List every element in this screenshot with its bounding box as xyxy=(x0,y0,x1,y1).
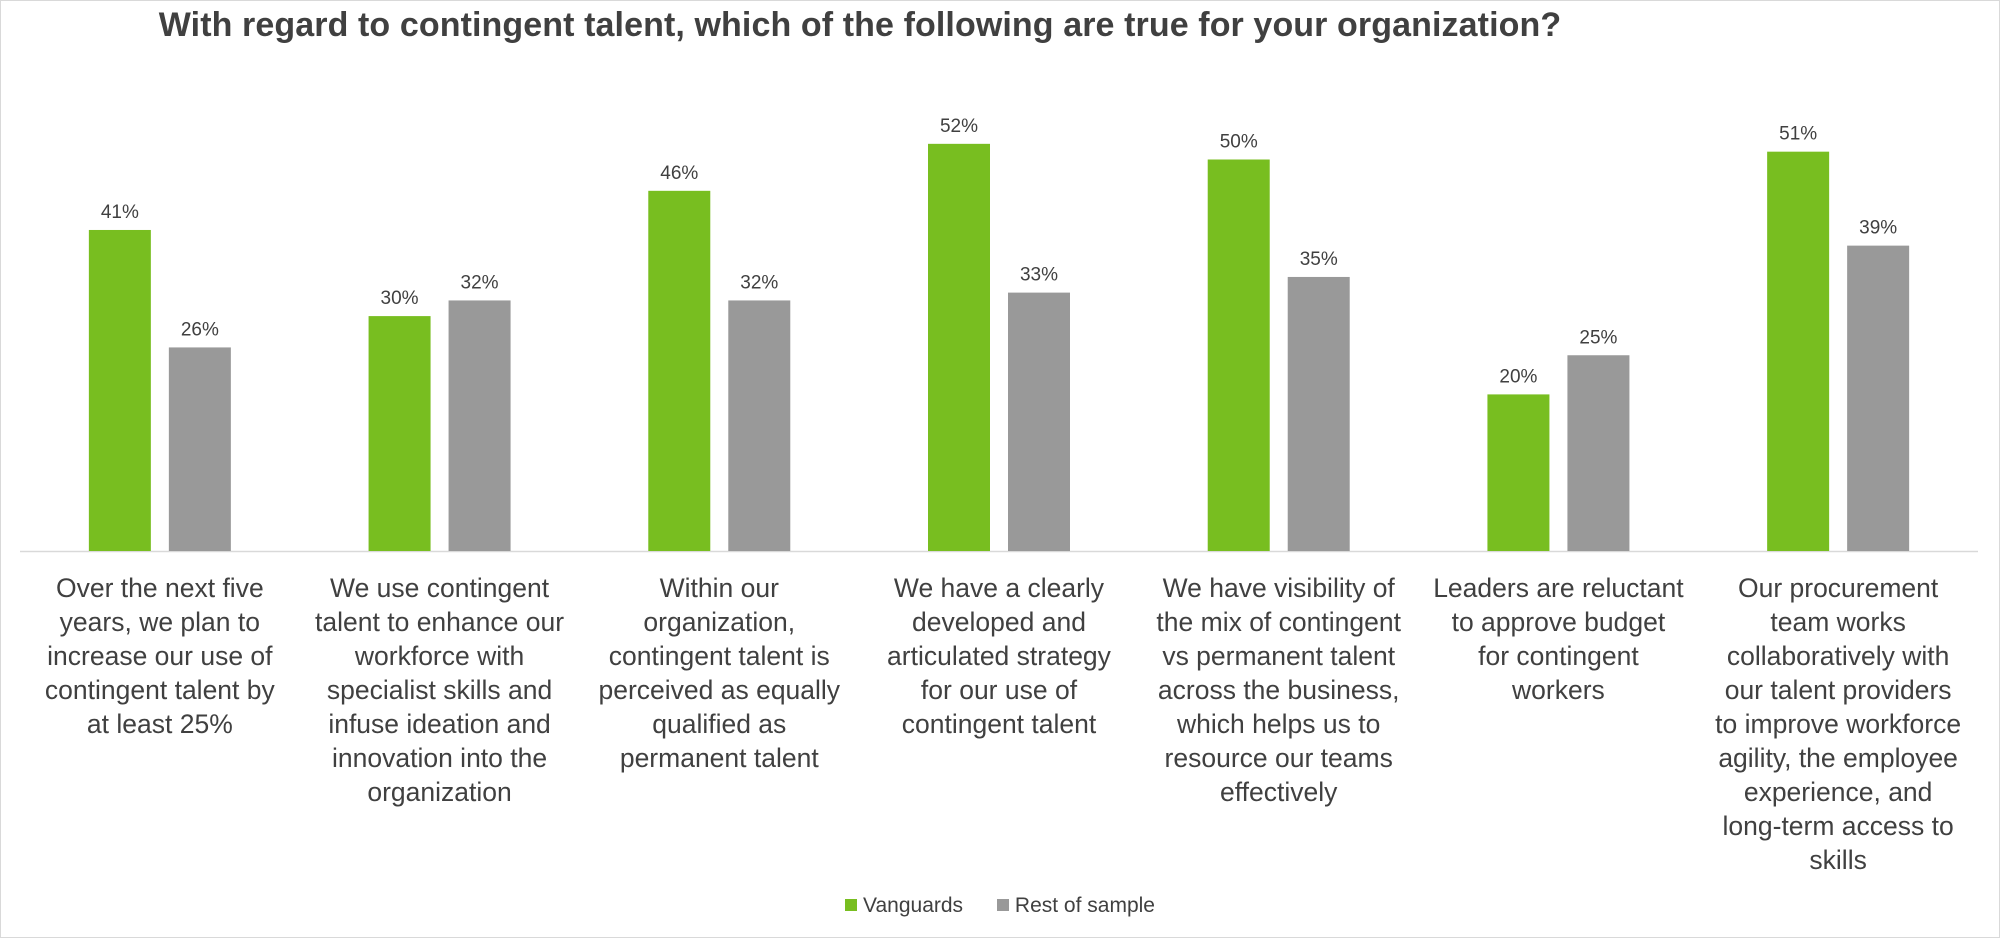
bar-rest-of-sample-7 xyxy=(1847,245,1910,551)
category-label-line: We have visibility of xyxy=(1162,573,1395,603)
bar-vanguards-5 xyxy=(1207,159,1270,551)
legend-label-rest-of-sample: Rest of sample xyxy=(1014,894,1155,918)
bar-rest-of-sample-4 xyxy=(1008,292,1070,551)
category-label-1: Over the next five years, we plan to incre… xyxy=(20,571,300,741)
category-label-line: Within our xyxy=(659,573,779,603)
category-label-7: Our procurement team works collaboratively… xyxy=(1698,571,1978,877)
category-label-line: contingent talent xyxy=(901,709,1097,739)
data-label-vanguards-4: 52% xyxy=(940,116,978,137)
category-label-line: perceived as equally xyxy=(598,675,841,705)
legend-swatch-vanguards xyxy=(845,898,858,911)
category-label-line: We have a clearly xyxy=(893,573,1105,603)
bar-rest-of-sample-6 xyxy=(1567,355,1630,551)
category-label-line: at least 25% xyxy=(86,709,233,739)
category-label-line: to improve workforce xyxy=(1715,709,1962,739)
category-label-4: We have a clearly developed and articulate… xyxy=(859,571,1139,741)
data-label-rest-of-sample-2: 32% xyxy=(461,272,499,293)
category-label-line: developed and xyxy=(912,607,1086,637)
category-label-line: workers xyxy=(1512,675,1605,705)
data-label-vanguards-1: 41% xyxy=(101,202,139,223)
category-label-line: vs permanent talent xyxy=(1162,641,1396,671)
legend-item-vanguards: Vanguards xyxy=(845,894,963,918)
data-label-vanguards-2: 30% xyxy=(381,288,419,309)
category-label-line: talent to enhance our xyxy=(315,607,565,637)
bar-rest-of-sample-2 xyxy=(448,300,511,551)
legend-swatch-rest-of-sample xyxy=(996,898,1009,911)
data-label-rest-of-sample-3: 32% xyxy=(740,272,778,293)
bar-vanguards-3 xyxy=(648,190,711,551)
category-label-line: articulated strategy xyxy=(887,641,1111,671)
category-label-line: permanent talent xyxy=(619,743,819,773)
category-label-line: organization xyxy=(367,777,512,807)
category-label-line: which helps us to xyxy=(1177,709,1381,739)
bar-vanguards-6 xyxy=(1487,394,1550,551)
bar-vanguards-1 xyxy=(88,229,151,551)
category-label-line: collaboratively with xyxy=(1726,641,1950,671)
category-label-line: contingent talent by xyxy=(44,675,275,705)
bar-rest-of-sample-5 xyxy=(1287,276,1350,551)
category-label-3: Within our organization, contingent talent… xyxy=(579,571,859,775)
category-label-line: effectively xyxy=(1220,777,1338,807)
legend-item-rest-of-sample: Rest of sample xyxy=(996,894,1155,918)
category-label-line: for our use of xyxy=(920,675,1078,705)
category-label-line: our talent providers xyxy=(1724,675,1952,705)
legend-label-vanguards: Vanguards xyxy=(863,894,964,918)
bar-rest-of-sample-1 xyxy=(168,347,231,551)
category-label-line: Over the next five xyxy=(56,573,264,603)
category-label-line: long-term access to xyxy=(1722,811,1954,841)
category-label-2: We use contingent talent to enhance our wo… xyxy=(300,571,580,809)
category-label-line: innovation into the xyxy=(332,743,548,773)
bar-vanguards-2 xyxy=(368,316,431,551)
data-label-vanguards-3: 46% xyxy=(660,163,698,184)
category-label-line: across the business, xyxy=(1157,675,1400,705)
category-label-line: for contingent xyxy=(1478,641,1639,671)
data-label-rest-of-sample-4: 33% xyxy=(1020,265,1058,286)
category-label-line: years, we plan to xyxy=(59,607,261,637)
category-label-line: experience, and xyxy=(1743,777,1933,807)
bar-vanguards-7 xyxy=(1767,151,1830,552)
category-label-line: contingent talent is xyxy=(608,641,830,671)
category-label-6: Leaders are reluctant to approve budget fo… xyxy=(1419,571,1699,707)
category-label-line: specialist skills and xyxy=(326,675,553,705)
data-label-rest-of-sample-7: 39% xyxy=(1859,218,1897,239)
data-label-vanguards-7: 51% xyxy=(1779,124,1817,145)
category-label-line: Leaders are reluctant xyxy=(1433,573,1684,603)
category-label-line: qualified as xyxy=(652,709,787,739)
category-label-line: the mix of contingent xyxy=(1156,607,1401,637)
category-label-line: We use contingent xyxy=(330,573,550,603)
category-label-line: resource our teams xyxy=(1164,743,1393,773)
category-label-line: infuse ideation and xyxy=(328,709,551,739)
legend: Vanguards Rest of sample xyxy=(0,894,2000,918)
bar-vanguards-4 xyxy=(928,143,990,551)
data-label-rest-of-sample-1: 26% xyxy=(181,319,219,340)
category-label-5: We have visibility of the mix of continge… xyxy=(1139,571,1419,809)
data-label-vanguards-5: 50% xyxy=(1220,132,1258,153)
data-label-rest-of-sample-6: 25% xyxy=(1579,327,1617,348)
data-label-rest-of-sample-5: 35% xyxy=(1300,249,1338,270)
category-label-line: Our procurement xyxy=(1737,573,1939,603)
category-label-line: workforce with xyxy=(354,641,525,671)
data-label-vanguards-6: 20% xyxy=(1499,366,1537,387)
category-label-line: team works xyxy=(1770,607,1906,637)
chart-title: With regard to contingent talent, which … xyxy=(158,6,1562,44)
category-label-line: increase our use of xyxy=(47,641,273,671)
category-label-line: skills xyxy=(1809,845,1867,875)
category-label-line: organization, xyxy=(643,607,796,637)
category-label-line: to approve budget xyxy=(1451,607,1666,637)
category-label-line: agility, the employee xyxy=(1718,743,1958,773)
bar-rest-of-sample-3 xyxy=(728,300,791,551)
